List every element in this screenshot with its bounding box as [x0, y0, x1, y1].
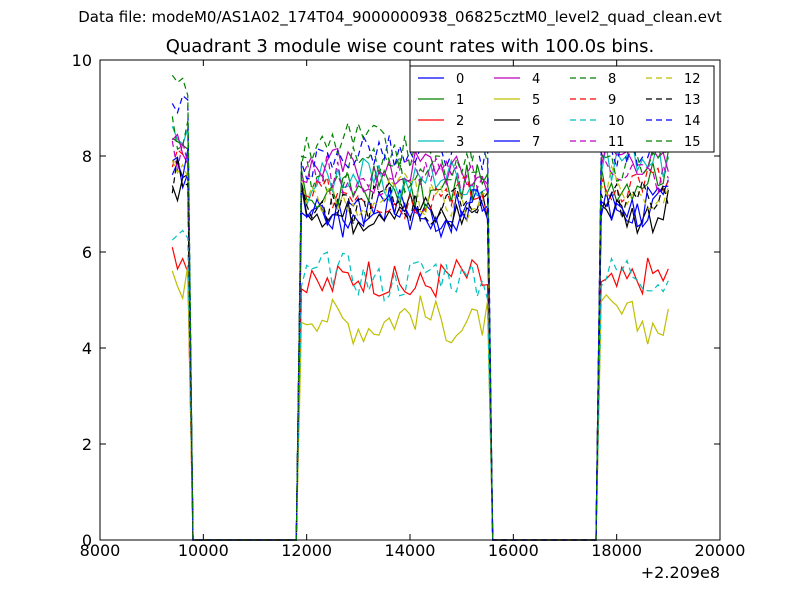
- legend-label-15: 15: [684, 135, 701, 150]
- series-line-4: [171, 133, 669, 541]
- x-tick-label: 14000: [385, 541, 436, 560]
- legend-label-12: 12: [684, 72, 701, 87]
- figure-suptitle: Data file: modeM0/AS1A02_174T04_90000009…: [78, 8, 722, 26]
- series-line-3: [171, 126, 669, 541]
- x-tick-label: 20000: [695, 541, 746, 560]
- y-tick-label: 6: [82, 243, 92, 262]
- axis-ticks: 8000 10000 12000 14000 16000 18000 20000 0 2 4 6 8 1…: [72, 51, 746, 560]
- legend-label-6: 6: [532, 114, 540, 129]
- legend-label-5: 5: [532, 93, 540, 108]
- chart-title: Quadrant 3 module wise count rates with …: [165, 36, 655, 57]
- legend-label-9: 9: [608, 93, 616, 108]
- series-line-6: [171, 173, 669, 541]
- legend-label-3: 3: [456, 135, 464, 150]
- series-line-15: [171, 74, 669, 541]
- legend-label-0: 0: [456, 72, 464, 87]
- legend-box: [409, 65, 715, 153]
- series-line-1: [171, 137, 669, 541]
- legend-label-2: 2: [456, 114, 464, 129]
- series-line-2: [171, 247, 669, 541]
- x-tick-label: 10000: [178, 541, 229, 560]
- x-tick-label: 8000: [80, 541, 121, 560]
- legend-label-13: 13: [684, 93, 701, 108]
- series-line-11: [171, 140, 669, 541]
- y-tick-label: 2: [82, 435, 92, 454]
- x-offset-label: +2.209e8: [641, 563, 720, 582]
- series-line-0: [171, 156, 669, 541]
- legend-label-4: 4: [532, 72, 540, 87]
- series-line-12: [171, 160, 669, 541]
- legend-label-8: 8: [608, 72, 616, 87]
- series-line-8: [171, 116, 669, 541]
- legend-label-11: 11: [608, 135, 625, 150]
- y-tick-label: 8: [82, 147, 92, 166]
- series-line-13: [171, 157, 669, 541]
- series-line-5: [171, 265, 669, 541]
- y-tick-label: 0: [82, 531, 92, 550]
- legend-label-7: 7: [532, 135, 540, 150]
- y-tick-label: 4: [82, 339, 92, 358]
- legend-label-14: 14: [684, 114, 701, 129]
- legend-label-1: 1: [456, 93, 464, 108]
- x-tick-label: 18000: [591, 541, 642, 560]
- x-tick-label: 16000: [488, 541, 539, 560]
- y-tick-label: 10: [72, 51, 92, 70]
- series-line-10: [171, 229, 669, 541]
- x-tick-label: 12000: [281, 541, 332, 560]
- legend-label-10: 10: [608, 114, 625, 129]
